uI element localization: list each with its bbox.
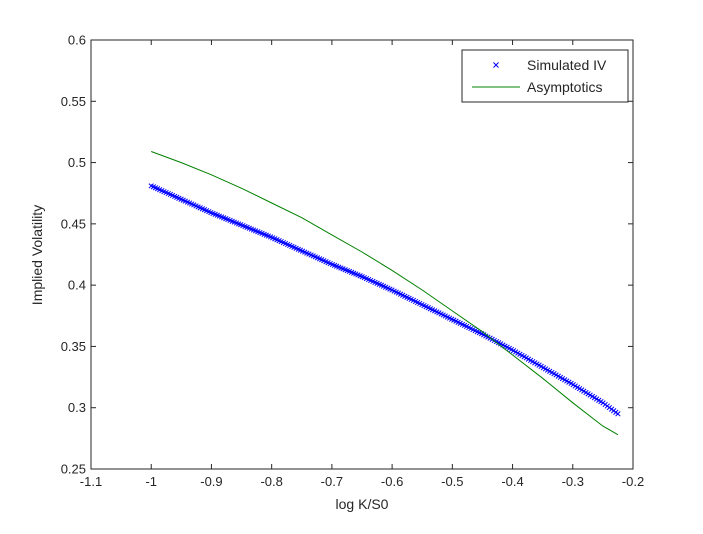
legend-entry-label: Simulated IV [527, 57, 607, 73]
x-tick-label: -1.1 [80, 474, 102, 489]
y-tick-label: 0.35 [61, 339, 86, 354]
x-tick-label: -0.7 [321, 474, 343, 489]
x-axis-label: log K/S0 [336, 496, 389, 512]
x-tick-label: -1 [145, 474, 157, 489]
x-tick-label: -0.9 [200, 474, 222, 489]
plot-frame [90, 39, 634, 470]
x-tick-label: -0.4 [501, 474, 523, 489]
y-tick-label: 0.5 [68, 155, 86, 170]
y-tick-label: 0.3 [68, 400, 86, 415]
legend: Simulated IV Asymptotics [461, 49, 629, 103]
series-asymptotics [151, 151, 619, 436]
x-tick-label: -0.3 [562, 474, 584, 489]
y-tick-label: 0.55 [61, 94, 86, 109]
series-line [151, 151, 619, 436]
data-point [615, 411, 621, 417]
y-tick-label: 0.25 [61, 462, 86, 477]
legend-box [461, 49, 629, 103]
y-tick-label: 0.4 [68, 278, 86, 293]
series-simulated-iv [148, 183, 621, 417]
x-tick-label: -0.8 [260, 474, 282, 489]
ticks-layer: -1.1 -1 -0.9 -0.8 -0.7 -0.6 -0.5 -0.4 -0.3 -0.2 0.… [61, 33, 645, 490]
y-axis-label: Implied Volatility [29, 205, 45, 305]
x-tick-label: -0.6 [381, 474, 403, 489]
series-layer [148, 151, 621, 436]
y-tick-label: 0.6 [68, 33, 86, 48]
y-tick-label: 0.45 [61, 216, 86, 231]
legend-swatch-marker [493, 62, 499, 68]
x-tick-label: -0.5 [441, 474, 463, 489]
x-tick-label: -0.2 [622, 474, 644, 489]
plot-area [90, 39, 634, 470]
legend-entry-label: Asymptotics [527, 79, 602, 95]
